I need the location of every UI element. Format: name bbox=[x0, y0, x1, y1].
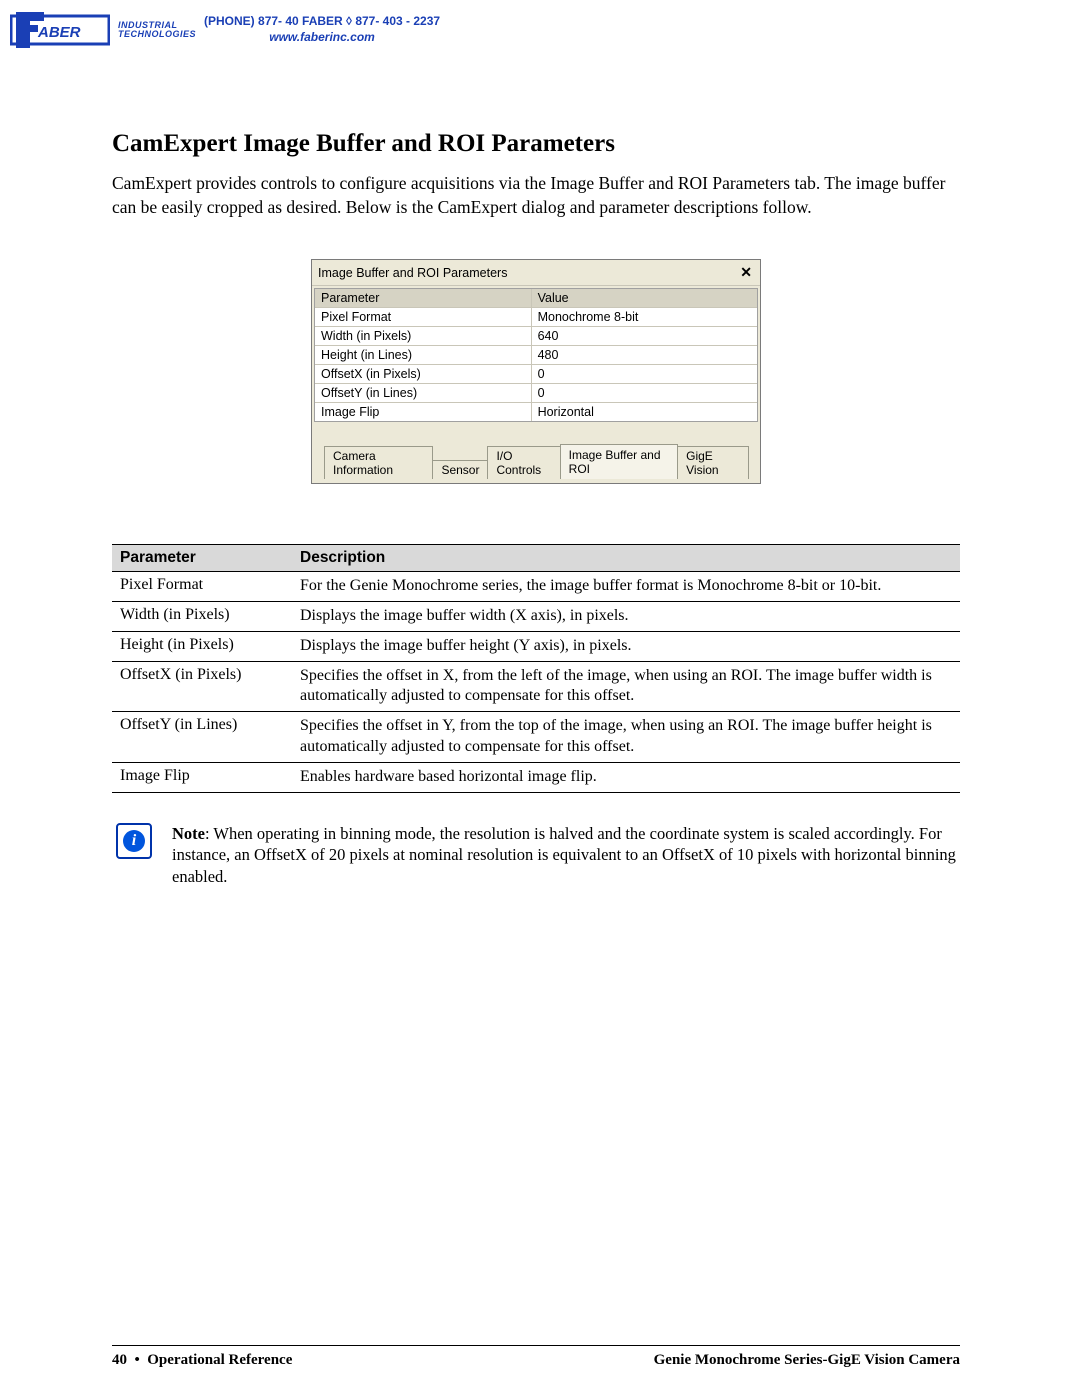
intro-paragraph: CamExpert provides controls to configure… bbox=[112, 172, 960, 219]
dialog-param-cell: OffsetY (in Lines) bbox=[315, 384, 532, 402]
dialog-tab[interactable]: GigE Vision bbox=[677, 446, 749, 479]
dialog-row[interactable]: Image FlipHorizontal bbox=[315, 403, 757, 421]
dialog-value-cell[interactable]: 0 bbox=[532, 365, 757, 383]
dialog-param-cell: Pixel Format bbox=[315, 308, 532, 326]
desc-row: OffsetX (in Pixels)Specifies the offset … bbox=[112, 661, 960, 712]
dialog-title: Image Buffer and ROI Parameters bbox=[318, 266, 507, 280]
dialog-tab[interactable]: Image Buffer and ROI bbox=[560, 444, 678, 479]
dialog-col-value: Value bbox=[532, 289, 757, 307]
dialog-value-cell[interactable]: 0 bbox=[532, 384, 757, 402]
dialog-row[interactable]: Height (in Lines)480 bbox=[315, 346, 757, 365]
dialog-container: Image Buffer and ROI Parameters ✕ Parame… bbox=[112, 259, 960, 484]
dialog-param-cell: Width (in Pixels) bbox=[315, 327, 532, 345]
desc-row: Height (in Pixels)Displays the image buf… bbox=[112, 631, 960, 661]
dialog-tab[interactable]: Sensor bbox=[432, 460, 488, 479]
page-header: ABER INDUSTRIAL TECHNOLOGIES (PHONE) 877… bbox=[0, 10, 1080, 50]
footer-section: Operational Reference bbox=[147, 1352, 292, 1368]
desc-row: Width (in Pixels)Displays the image buff… bbox=[112, 602, 960, 632]
close-icon[interactable]: ✕ bbox=[740, 264, 752, 281]
desc-description-cell: Specifies the offset in X, from the left… bbox=[292, 661, 960, 712]
dialog-tab[interactable]: Camera Information bbox=[324, 446, 433, 479]
footer-left: 40 • Operational Reference bbox=[112, 1352, 292, 1369]
phone-line: (PHONE) 877- 40 FABER ◊ 877- 403 - 2237 bbox=[204, 14, 440, 28]
dialog-value-cell[interactable]: Horizontal bbox=[532, 403, 757, 421]
footer-row: 40 • Operational Reference Genie Monochr… bbox=[112, 1352, 960, 1369]
desc-param-cell: OffsetX (in Pixels) bbox=[112, 661, 292, 712]
info-icon: i bbox=[116, 823, 152, 859]
footer-right: Genie Monochrome Series-GigE Vision Came… bbox=[654, 1352, 960, 1369]
desc-param-cell: Height (in Pixels) bbox=[112, 631, 292, 661]
dialog-titlebar: Image Buffer and ROI Parameters ✕ bbox=[312, 260, 760, 286]
desc-param-cell: Image Flip bbox=[112, 762, 292, 792]
note-block: i Note: When operating in binning mode, … bbox=[116, 823, 960, 887]
note-label: Note bbox=[172, 824, 205, 843]
page-title: CamExpert Image Buffer and ROI Parameter… bbox=[112, 130, 960, 158]
dialog-spacer bbox=[312, 424, 760, 444]
dialog-row[interactable]: Pixel FormatMonochrome 8-bit bbox=[315, 308, 757, 327]
desc-description-cell: Displays the image buffer width (X axis)… bbox=[292, 602, 960, 632]
footer-rule bbox=[112, 1345, 960, 1346]
dialog-row[interactable]: OffsetX (in Pixels)0 bbox=[315, 365, 757, 384]
dialog-tabs: Camera InformationSensorI/O ControlsImag… bbox=[312, 444, 760, 483]
dialog-col-param: Parameter bbox=[315, 289, 532, 307]
dialog-row[interactable]: OffsetY (in Lines)0 bbox=[315, 384, 757, 403]
info-glyph: i bbox=[123, 830, 145, 852]
header-url[interactable]: www.faberinc.com bbox=[204, 30, 440, 46]
page-root: ABER INDUSTRIAL TECHNOLOGIES (PHONE) 877… bbox=[0, 0, 1080, 1397]
svg-text:ABER: ABER bbox=[37, 24, 81, 41]
desc-description-cell: Specifies the offset in Y, from the top … bbox=[292, 712, 960, 763]
desc-head-param: Parameter bbox=[112, 545, 292, 572]
description-table: Parameter Description Pixel FormatFor th… bbox=[112, 544, 960, 792]
dialog-value-cell[interactable]: 480 bbox=[532, 346, 757, 364]
dialog-param-cell: OffsetX (in Pixels) bbox=[315, 365, 532, 383]
desc-row: OffsetY (in Lines)Specifies the offset i… bbox=[112, 712, 960, 763]
dialog-param-cell: Image Flip bbox=[315, 403, 532, 421]
dialog-grid: Parameter Value Pixel FormatMonochrome 8… bbox=[314, 288, 758, 422]
desc-row: Image FlipEnables hardware based horizon… bbox=[112, 762, 960, 792]
desc-head-desc: Description bbox=[292, 545, 960, 572]
desc-param-cell: OffsetY (in Lines) bbox=[112, 712, 292, 763]
logo-tagline: INDUSTRIAL TECHNOLOGIES bbox=[118, 21, 196, 40]
camexpert-dialog: Image Buffer and ROI Parameters ✕ Parame… bbox=[311, 259, 761, 484]
desc-header-row: Parameter Description bbox=[112, 545, 960, 572]
desc-description-cell: Enables hardware based horizontal image … bbox=[292, 762, 960, 792]
page-footer: 40 • Operational Reference Genie Monochr… bbox=[112, 1345, 960, 1369]
faber-logo: ABER bbox=[10, 10, 110, 50]
dialog-header-row: Parameter Value bbox=[315, 289, 757, 308]
dialog-tab[interactable]: I/O Controls bbox=[487, 446, 560, 479]
desc-description-cell: For the Genie Monochrome series, the ima… bbox=[292, 572, 960, 602]
footer-page-number: 40 bbox=[112, 1352, 127, 1368]
desc-param-cell: Width (in Pixels) bbox=[112, 602, 292, 632]
dialog-param-cell: Height (in Lines) bbox=[315, 346, 532, 364]
dialog-row[interactable]: Width (in Pixels)640 bbox=[315, 327, 757, 346]
content-area: CamExpert Image Buffer and ROI Parameter… bbox=[0, 50, 1080, 887]
desc-row: Pixel FormatFor the Genie Monochrome ser… bbox=[112, 572, 960, 602]
dialog-value-cell[interactable]: 640 bbox=[532, 327, 757, 345]
footer-sep: • bbox=[135, 1352, 140, 1368]
desc-param-cell: Pixel Format bbox=[112, 572, 292, 602]
note-text: Note: When operating in binning mode, th… bbox=[172, 823, 960, 887]
dialog-value-cell[interactable]: Monochrome 8-bit bbox=[532, 308, 757, 326]
desc-description-cell: Displays the image buffer height (Y axis… bbox=[292, 631, 960, 661]
header-contact: (PHONE) 877- 40 FABER ◊ 877- 403 - 2237 … bbox=[204, 14, 440, 45]
logo-tag-2: TECHNOLOGIES bbox=[118, 29, 196, 39]
note-body: : When operating in binning mode, the re… bbox=[172, 824, 956, 886]
